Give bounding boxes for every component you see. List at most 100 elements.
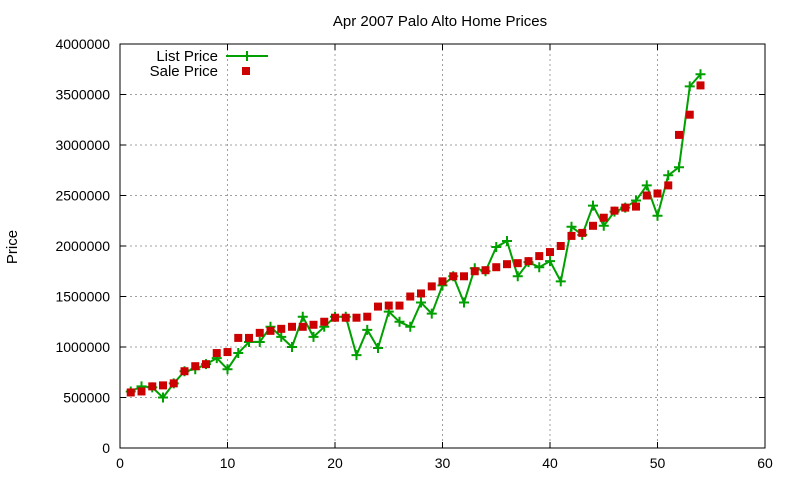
- sale-price-point: [589, 221, 597, 230]
- list-price-point: [545, 256, 555, 267]
- list-price-point: [351, 350, 362, 361]
- x-tick-label: 0: [116, 455, 124, 471]
- sale-price-point: [449, 272, 458, 281]
- sale-price-point: [320, 317, 329, 326]
- list-price-point: [158, 392, 168, 403]
- sale-price-point: [470, 267, 479, 276]
- list-price-point: [254, 336, 265, 347]
- series-layer: [125, 69, 706, 403]
- y-tick-label: 4000000: [55, 36, 110, 52]
- chart-title: Apr 2007 Palo Alto Home Prices: [333, 13, 547, 30]
- legend: List Price Sale Price: [150, 48, 268, 80]
- sale-price-point: [513, 259, 522, 268]
- y-tick-label: 1000000: [55, 339, 110, 355]
- x-tick-label: 40: [542, 455, 558, 471]
- sale-price-point: [417, 289, 425, 298]
- list-price-point: [491, 242, 502, 253]
- sale-price-point: [406, 292, 415, 301]
- grid-lines: [120, 44, 765, 448]
- sale-price-point: [148, 382, 157, 391]
- sale-price-point: [524, 257, 533, 266]
- list-price-point: [394, 316, 405, 327]
- list-price-point: [276, 331, 287, 342]
- legend-label-list-price: List Price: [156, 48, 218, 65]
- sale-price-point: [696, 81, 705, 90]
- y-tick-label: 500000: [63, 390, 110, 406]
- sale-price-point: [288, 322, 296, 331]
- sale-price-point: [363, 312, 372, 321]
- sale-price-point: [546, 248, 554, 257]
- sale-price-point: [481, 266, 490, 275]
- list-price-point: [588, 200, 598, 211]
- legend-swatch-list-price-marker: [242, 51, 252, 61]
- sale-price-point: [331, 313, 339, 322]
- y-tick-label: 2000000: [55, 238, 110, 254]
- sale-price-point: [309, 320, 318, 329]
- list-price-point: [598, 220, 609, 231]
- legend-label-sale-price: Sale Price: [150, 63, 218, 80]
- sale-price-point: [664, 181, 673, 190]
- sale-price-point: [621, 203, 630, 212]
- y-tick-label: 3000000: [55, 137, 110, 153]
- list-price-point: [222, 364, 233, 375]
- x-tick-label: 50: [650, 455, 666, 471]
- y-tick-label: 3500000: [55, 87, 110, 103]
- sale-price-point: [266, 326, 275, 335]
- axis-layer: 0 10 20 30 40 50 60 0 500000 1000000 1500000 200000…: [55, 36, 773, 471]
- sale-price-point: [685, 110, 694, 119]
- legend-swatch-sale-price: [242, 67, 250, 75]
- sale-price-point: [126, 388, 135, 397]
- sale-price-point: [460, 272, 468, 281]
- sale-price-point: [395, 301, 404, 310]
- list-price-point: [426, 308, 437, 319]
- sale-price-point: [212, 349, 221, 358]
- sale-price-point: [427, 282, 436, 291]
- list-price-point: [297, 311, 308, 322]
- x-tick-label: 60: [757, 455, 773, 471]
- sale-price-point: [341, 313, 350, 322]
- y-tick-label: 2500000: [55, 188, 110, 204]
- sale-price-point: [567, 231, 576, 240]
- sale-price-point: [503, 260, 511, 269]
- sale-price-point: [352, 313, 361, 322]
- list-price-point: [405, 321, 416, 332]
- list-price-point: [652, 210, 663, 221]
- sale-price-point: [492, 263, 501, 272]
- sale-price-point: [438, 277, 447, 286]
- list-price-point: [362, 324, 373, 335]
- list-price-point: [459, 297, 469, 308]
- list-price-point: [663, 170, 674, 181]
- list-price-point: [416, 297, 426, 308]
- list-price-point: [695, 69, 706, 80]
- list-price-point: [684, 81, 695, 92]
- sale-price-point: [374, 302, 382, 311]
- sale-price-point: [234, 333, 243, 342]
- y-axis-label: Price: [4, 230, 21, 264]
- sale-price-point: [599, 213, 608, 222]
- sale-price-point: [180, 367, 189, 376]
- x-tick-label: 30: [435, 455, 451, 471]
- list-price-point: [641, 180, 652, 191]
- y-tick-label: 1500000: [55, 289, 110, 305]
- sale-price-point: [245, 333, 253, 342]
- sale-price-point: [642, 191, 651, 200]
- sale-price-point: [137, 387, 146, 396]
- list-price-point: [555, 276, 566, 287]
- sale-price-point: [653, 189, 662, 198]
- list-price-point: [373, 343, 383, 354]
- x-tick-label: 20: [327, 455, 343, 471]
- sale-price-point: [223, 348, 232, 357]
- list-price-point: [674, 162, 684, 173]
- sale-price-point: [675, 130, 683, 139]
- sale-price-point: [578, 228, 587, 237]
- list-price-point: [502, 235, 512, 246]
- sale-price-point: [277, 324, 286, 333]
- sale-price-point: [535, 252, 544, 261]
- sale-price-point: [169, 379, 178, 388]
- sale-price-point: [159, 381, 167, 390]
- list-price-point: [233, 348, 244, 359]
- sale-price-point: [556, 242, 565, 250]
- list-price-point: [566, 221, 577, 232]
- list-price-point: [287, 342, 297, 352]
